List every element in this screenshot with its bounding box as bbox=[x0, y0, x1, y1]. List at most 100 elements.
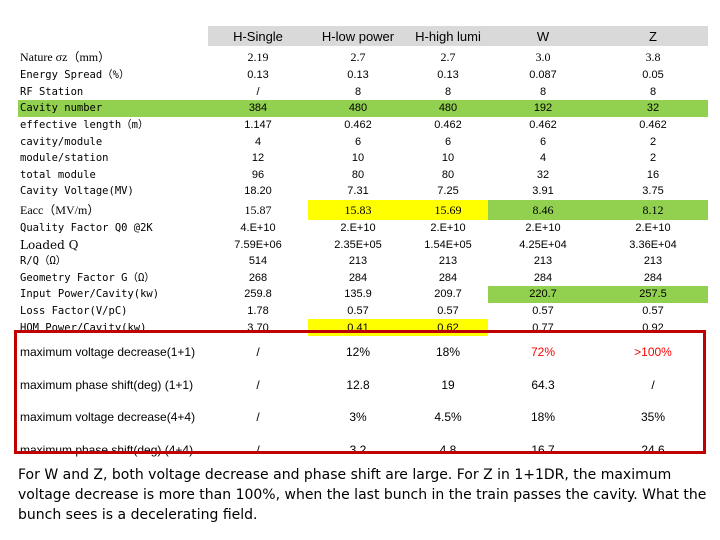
row-label: effective length（m） bbox=[20, 119, 149, 132]
table-cell: 0.57 bbox=[437, 305, 459, 318]
table-cell: 480 bbox=[408, 100, 488, 117]
table-cell: 8 bbox=[649, 85, 657, 98]
row-label: Quality Factor Q0 @2K bbox=[20, 222, 153, 235]
row-label: total module bbox=[20, 168, 96, 181]
table-cell: 10 bbox=[441, 152, 455, 165]
table-cell: 6 bbox=[539, 135, 547, 148]
table-cell: 3.8 bbox=[645, 50, 661, 64]
table-row: Geometry Factor G（Ω） 268 284 284 284 284 bbox=[18, 270, 708, 287]
row-label: maximum phase shift(deg) (1+1) bbox=[20, 377, 194, 392]
row-label: HOM Power/Cavity(kw) bbox=[20, 321, 147, 334]
row-label: Nature σz（mm） bbox=[20, 50, 111, 64]
table-cell: 4.8 bbox=[439, 442, 457, 457]
parameter-table-container: H-Single H-low power H-high lumi W Z Nat… bbox=[18, 26, 708, 466]
table-cell: 72% bbox=[530, 345, 556, 360]
table-cell: 0.462 bbox=[639, 119, 667, 132]
table-cell: 209.7 bbox=[434, 288, 462, 301]
table-cell: 12 bbox=[251, 152, 265, 165]
row-label: Eacc（MV/m） bbox=[20, 202, 100, 217]
table-cell: 8 bbox=[444, 85, 452, 98]
table-cell: 12.8 bbox=[346, 377, 370, 392]
table-cell: 15.83 bbox=[308, 199, 408, 220]
table-row: Nature σz（mm） 2.19 2.7 2.7 3.0 3.8 bbox=[18, 47, 708, 68]
table-cell: 0.57 bbox=[532, 305, 554, 318]
table-row: effective length（m） 1.147 0.462 0.462 0.462 0… bbox=[18, 117, 708, 134]
header-h-single: H-Single bbox=[208, 26, 308, 47]
table-cell: 257.5 bbox=[598, 286, 708, 303]
table-cell: 2.19 bbox=[247, 50, 269, 64]
header-blank bbox=[18, 26, 208, 47]
table-cell: 2 bbox=[649, 152, 657, 165]
table-row: module/station 12 10 10 4 2 bbox=[18, 150, 708, 167]
table-cell: 32 bbox=[536, 168, 550, 181]
table-cell: 2.7 bbox=[440, 50, 456, 64]
row-label: Loss Factor(V/pC) bbox=[20, 305, 128, 318]
table-cell: 10 bbox=[351, 152, 365, 165]
table-row: maximum voltage decrease(4+4) / 3% 4.5% 18% 3… bbox=[18, 401, 708, 434]
table-cell: 2.E+10 bbox=[635, 222, 671, 235]
table-cell: 8 bbox=[539, 85, 547, 98]
row-label: maximum voltage decrease(4+4) bbox=[20, 410, 196, 425]
table-cell: 96 bbox=[251, 168, 265, 181]
table-cell: 213 bbox=[643, 255, 663, 268]
table-row: maximum phase shift(deg) (1+1) / 12.8 19 64.… bbox=[18, 368, 708, 401]
table-cell: 4 bbox=[539, 152, 547, 165]
row-label: Energy Spread（%） bbox=[20, 69, 130, 82]
table-cell: 7.25 bbox=[437, 185, 459, 198]
row-label: Input Power/Cavity(kw) bbox=[20, 288, 160, 301]
table-cell: 32 bbox=[598, 100, 708, 117]
table-cell: 2.E+10 bbox=[340, 222, 376, 235]
table-cell: 2.E+10 bbox=[430, 222, 466, 235]
table-cell: 1.54E+05 bbox=[424, 238, 472, 251]
table-cell: 15.69 bbox=[408, 199, 488, 220]
table-cell: 4 bbox=[254, 135, 262, 148]
table-cell: 16.7 bbox=[531, 442, 555, 457]
table-row: Input Power/Cavity(kw) 259.8 135.9 209.7 220… bbox=[18, 286, 708, 303]
table-row: maximum voltage decrease(1+1) / 12% 18% 72% >… bbox=[18, 336, 708, 369]
table-cell: 0.13 bbox=[347, 69, 369, 82]
table-cell: 0.462 bbox=[434, 119, 462, 132]
table-cell: 2.7 bbox=[350, 50, 366, 64]
table-cell: 3.2 bbox=[349, 442, 367, 457]
table-row: Cavity number 384 480 480 192 32 bbox=[18, 100, 708, 117]
table-cell: / bbox=[651, 377, 655, 392]
table-cell: 1.78 bbox=[247, 305, 269, 318]
table-cell: 284 bbox=[438, 271, 458, 284]
table-cell: 284 bbox=[348, 271, 368, 284]
rf-parameter-table: H-Single H-low power H-high lumi W Z Nat… bbox=[18, 26, 708, 466]
table-cell: 0.462 bbox=[344, 119, 372, 132]
table-cell: / bbox=[256, 377, 260, 392]
table-cell: 0.62 bbox=[408, 319, 488, 336]
table-cell: 80 bbox=[441, 168, 455, 181]
table-cell: 15.87 bbox=[244, 202, 272, 217]
table-cell: 18.20 bbox=[244, 185, 272, 198]
table-cell: 35% bbox=[640, 410, 666, 425]
table-cell: / bbox=[256, 85, 260, 98]
table-cell: 4.5% bbox=[434, 410, 462, 425]
row-label: R/Q（Ω） bbox=[20, 255, 67, 268]
table-row: RF Station / 8 8 8 8 bbox=[18, 84, 708, 101]
table-cell: 0.92 bbox=[642, 321, 664, 334]
table-cell: 7.59E+06 bbox=[234, 238, 282, 251]
table-cell: 8.12 bbox=[598, 199, 708, 220]
table-cell: 0.57 bbox=[642, 305, 664, 318]
table-cell: 6 bbox=[444, 135, 452, 148]
row-label: maximum phase shift(deg) (4+4) bbox=[20, 442, 194, 457]
row-label: Cavity number bbox=[18, 100, 208, 117]
table-cell: 268 bbox=[248, 271, 268, 284]
table-cell: 18% bbox=[435, 345, 461, 360]
table-cell: 0.57 bbox=[347, 305, 369, 318]
header-h-high-lumi: H-high lumi bbox=[408, 26, 488, 47]
table-cell: 480 bbox=[308, 100, 408, 117]
table-row: Loaded Q 7.59E+06 2.35E+05 1.54E+05 4.25E+04… bbox=[18, 236, 708, 253]
table-cell: 213 bbox=[438, 255, 458, 268]
table-body: Nature σz（mm） 2.19 2.7 2.7 3.0 3.8 Energy Spre… bbox=[18, 47, 708, 466]
row-label: Geometry Factor G（Ω） bbox=[20, 271, 155, 284]
table-cell: 0.77 bbox=[532, 321, 554, 334]
table-cell: 213 bbox=[533, 255, 553, 268]
table-cell: 192 bbox=[488, 100, 598, 117]
table-cell: 18% bbox=[530, 410, 556, 425]
table-cell: 12% bbox=[345, 345, 371, 360]
table-row: total module 96 80 80 32 16 bbox=[18, 167, 708, 184]
table-row: Quality Factor Q0 @2K 4.E+10 2.E+10 2.E+10 2… bbox=[18, 220, 708, 237]
